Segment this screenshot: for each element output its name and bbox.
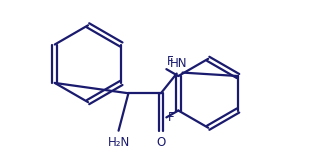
Text: F: F bbox=[167, 55, 174, 68]
Text: HN: HN bbox=[170, 57, 187, 70]
Text: F: F bbox=[168, 111, 175, 124]
Text: H₂N: H₂N bbox=[108, 136, 130, 149]
Text: O: O bbox=[156, 136, 166, 149]
